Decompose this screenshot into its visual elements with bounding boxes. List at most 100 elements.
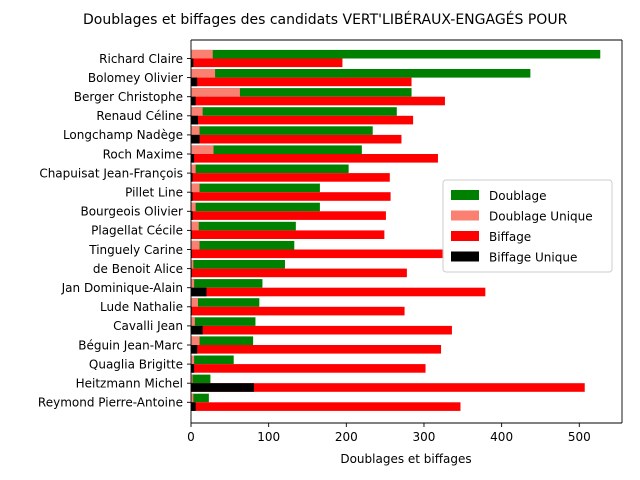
bar-biffage-unique-quaglia-brigitte [191, 364, 195, 373]
bar-biffage-quaglia-brigitte [191, 364, 426, 373]
x-tick-label-300: 300 [413, 430, 436, 444]
y-tick-label-berger-christophe: Berger Christophe [74, 90, 183, 104]
bar-biffage-longchamp-nadege [191, 134, 402, 144]
bar-doublage-de-benoit-alice [191, 260, 285, 269]
bar-biffage-tinguely-carine [191, 249, 445, 259]
bar-doublage-cavalli-jean [191, 317, 256, 326]
y-tick-label-chapuisat-jean-francois: Chapuisat Jean-François [39, 166, 183, 180]
bar-doublage-unique-longchamp-nadege [191, 126, 200, 135]
y-tick-label-renaud-celine: Renaud Céline [96, 109, 183, 123]
y-ticks-layer: Richard Claire Bolomey Olivier Berger Chri… [38, 52, 191, 410]
legend-label-biffage: Biffage [489, 230, 531, 244]
bar-biffage-bourgeois-olivier [191, 211, 386, 220]
y-tick-label-heitzmann-michel: Heitzmann Michel [76, 377, 183, 391]
bar-biffage-unique-berger-christophe [191, 96, 196, 106]
x-tick-label-100: 100 [257, 430, 280, 444]
bar-biffage-unique-chapuisat-jean-francois [191, 173, 193, 182]
bar-doublage-unique-de-benoit-alice [191, 260, 194, 269]
bar-biffage-renaud-celine [191, 115, 414, 125]
y-tick-label-plagellat-cecile: Plagellat Cécile [91, 224, 183, 238]
bar-doublage-unique-berger-christophe [191, 88, 240, 97]
legend-swatch-biffage [451, 231, 479, 241]
bar-biffage-bolomey-olivier [191, 77, 412, 87]
legend-label-doublage-unique: Doublage Unique [489, 210, 593, 224]
bar-doublage-unique-heitzmann-michel [191, 374, 193, 384]
bar-doublage-plagellat-cecile [191, 221, 296, 231]
axes-layer [190, 39, 623, 424]
bar-doublage-beguin-jean-marc [191, 336, 254, 345]
bar-biffage-berger-christophe [191, 96, 445, 106]
bar-doublage-renaud-celine [191, 107, 397, 116]
bar-doublage-bolomey-olivier [191, 69, 531, 78]
bar-biffage-jan-dominique-alain [191, 287, 486, 297]
x-axis-label: Doublages et biffages [340, 452, 471, 466]
bar-biffage-unique-heitzmann-michel [191, 383, 254, 392]
y-tick-label-bolomey-olivier: Bolomey Olivier [88, 71, 183, 85]
bar-doublage-richard-claire [191, 49, 601, 59]
bar-doublage-unique-plagellat-cecile [191, 221, 199, 231]
bar-doublage-quaglia-brigitte [191, 355, 234, 365]
bar-biffage-unique-roch-maxime [191, 154, 195, 163]
bar-biffage-plagellat-cecile [191, 230, 385, 239]
bar-doublage-unique-cavalli-jean [191, 317, 195, 326]
bar-doublage-reymond-pierre-antoine [191, 393, 209, 403]
bar-doublage-lude-nathalie [191, 298, 260, 307]
y-tick-label-beguin-jean-marc: Béguin Jean-Marc [78, 338, 183, 352]
chart-title: Doublages et biffages des candidats VERT… [83, 11, 568, 28]
y-tick-label-lude-nathalie: Lude Nathalie [100, 300, 183, 314]
bar-doublage-berger-christophe [191, 88, 412, 97]
bar-biffage-reymond-pierre-antoine [191, 402, 461, 411]
x-tick-label-200: 200 [335, 430, 358, 444]
bar-biffage-unique-pillet-line [191, 192, 193, 201]
bar-biffage-de-benoit-alice [191, 268, 407, 278]
legend-swatch-biffage-unique [451, 251, 479, 262]
y-tick-label-reymond-pierre-antoine: Reymond Pierre-Antoine [38, 396, 183, 410]
bar-biffage-chapuisat-jean-francois [191, 173, 390, 182]
bar-doublage-unique-bourgeois-olivier [191, 202, 196, 212]
bar-biffage-unique-renaud-celine [191, 115, 198, 125]
bar-biffage-richard-claire [191, 58, 343, 68]
bar-biffage-cavalli-jean [191, 325, 452, 335]
bar-doublage-tinguely-carine [191, 240, 295, 250]
y-tick-label-pillet-line: Pillet Line [125, 186, 183, 200]
bar-biffage-unique-bourgeois-olivier [191, 211, 193, 220]
bar-biffage-beguin-jean-marc [191, 345, 442, 354]
x-ticks-layer: 0 100 200 300 400 500 [187, 423, 591, 444]
bar-biffage-unique-longchamp-nadege [191, 134, 200, 144]
bar-doublage-unique-quaglia-brigitte [191, 355, 195, 365]
bar-biffage-heitzmann-michel [191, 383, 585, 392]
y-tick-label-de-benoit-alice: de Benoit Alice [93, 262, 183, 276]
x-tick-label-500: 500 [568, 430, 591, 444]
bar-doublage-bourgeois-olivier [191, 202, 320, 212]
bar-doublage-unique-jan-dominique-alain [191, 279, 195, 288]
bar-biffage-unique-cavalli-jean [191, 325, 203, 335]
x-tick-label-400: 400 [490, 430, 513, 444]
bar-doublage-pillet-line [191, 183, 320, 193]
legend: Doublage Doublage Unique Biffage Biffage Un… [442, 179, 613, 273]
legend-swatch-doublage-unique [451, 210, 479, 221]
bar-biffage-unique-bolomey-olivier [191, 77, 198, 87]
y-tick-label-jan-dominique-alain: Jan Dominique-Alain [61, 281, 183, 295]
bar-biffage-roch-maxime [191, 154, 438, 163]
bar-doublage-unique-bolomey-olivier [191, 69, 216, 78]
bar-doublage-longchamp-nadege [191, 126, 373, 135]
y-tick-label-bourgeois-olivier: Bourgeois Olivier [80, 205, 183, 219]
bar-doublage-unique-reymond-pierre-antoine [191, 393, 194, 403]
y-tick-label-quaglia-brigitte: Quaglia Brigitte [89, 357, 183, 371]
bar-biffage-unique-reymond-pierre-antoine [191, 402, 196, 411]
bar-biffage-pillet-line [191, 192, 391, 201]
bar-biffage-unique-jan-dominique-alain [191, 287, 207, 297]
bar-biffage-lude-nathalie [191, 306, 405, 316]
legend-frame [442, 179, 613, 273]
bar-doublage-unique-richard-claire [191, 49, 213, 59]
bar-doublage-jan-dominique-alain [191, 279, 263, 288]
bar-doublage-unique-pillet-line [191, 183, 200, 193]
x-tick-label-0: 0 [187, 430, 195, 444]
bar-doublage-unique-lude-nathalie [191, 298, 198, 307]
bar-doublage-unique-chapuisat-jean-francois [191, 164, 196, 174]
bar-doublage-unique-beguin-jean-marc [191, 336, 200, 345]
bar-doublage-roch-maxime [191, 145, 362, 154]
bars-layer [191, 49, 601, 411]
